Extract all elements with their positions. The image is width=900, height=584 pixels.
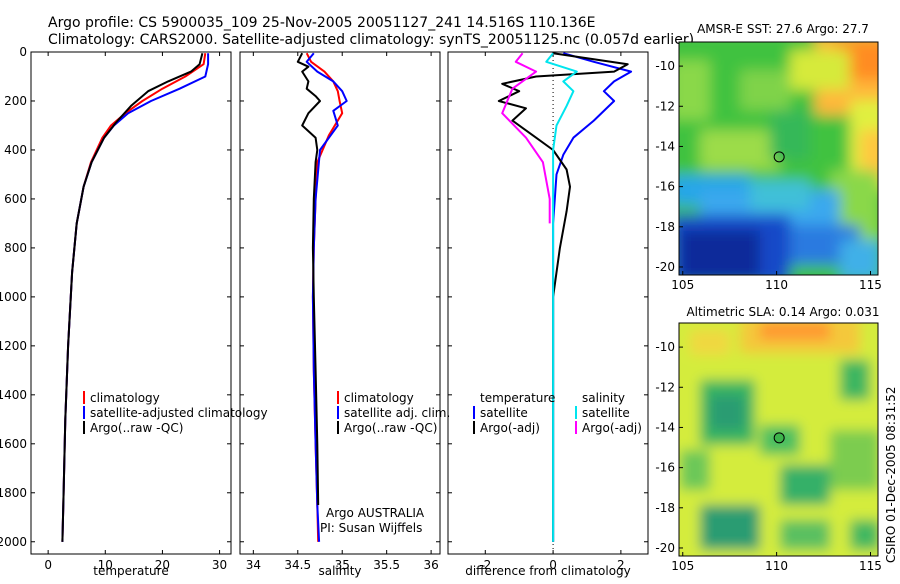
y-tick-label: 1400 — [0, 388, 27, 402]
x-tick-label: 0 — [549, 558, 557, 572]
x-tick-label: 35.5 — [373, 558, 400, 572]
y-tick-label: -12 — [655, 380, 675, 394]
legend-label-sal-satellite: satellite — [582, 406, 630, 420]
y-tick-label: 400 — [4, 143, 27, 157]
y-tick-label: -12 — [655, 99, 675, 113]
side-timestamp: CSIRO 01-Dec-2005 08:31:52 — [884, 386, 898, 563]
series-line — [497, 52, 629, 542]
legend-label-argo: Argo(..raw -QC) — [344, 421, 437, 435]
y-tick-label: -20 — [655, 541, 675, 555]
x-tick-label: 20 — [155, 558, 170, 572]
title-line-1: Argo profile: CS 5900035_109 25-Nov-2005… — [48, 15, 595, 31]
legend-label-sal-argo: Argo(-adj) — [582, 421, 642, 435]
sla-map — [679, 323, 878, 556]
x-tick-label: 34 — [246, 558, 261, 572]
x-tick-label: 105 — [671, 278, 694, 292]
annotation-pi: PI: Susan Wijffels — [320, 521, 422, 535]
legend-label-argo: Argo(..raw -QC) — [90, 421, 183, 435]
plot-frame — [30, 51, 232, 555]
legend-label-satellite-adj: satellite adj. clim. — [344, 406, 450, 420]
x-tick-label: 30 — [212, 558, 227, 572]
argo-location-marker — [773, 432, 785, 444]
y-tick-label: 1800 — [0, 486, 27, 500]
series-line — [545, 52, 578, 542]
series-line — [305, 52, 348, 542]
y-tick-label: -14 — [655, 139, 675, 153]
legend-label-climatology: climatology — [344, 391, 414, 405]
y-tick-label: 1200 — [0, 339, 27, 353]
x-tick-label: 110 — [765, 559, 788, 573]
y-tick-label: -16 — [655, 461, 675, 475]
series-line — [552, 52, 633, 542]
salinity-plot: 34 34.5 35 35.5 36 salinity — [239, 51, 441, 578]
argo-location-marker — [773, 151, 785, 163]
y-tick-label: 0 — [19, 45, 27, 59]
difference-legend: temperature salinity satellite Argo(-adj… — [473, 391, 642, 435]
x-tick-label: 10 — [98, 558, 113, 572]
sst-map — [679, 42, 878, 275]
y-tick-label: 600 — [4, 192, 27, 206]
x-axis-label: salinity — [318, 564, 361, 578]
legend-header-temperature: temperature — [480, 391, 555, 405]
legend-label-climatology: climatology — [90, 391, 160, 405]
sla-map-axes: 105 110 115 -10 -12 -14 -16 -18 -20 — [655, 340, 882, 573]
legend-label-temp-satellite: satellite — [480, 406, 528, 420]
x-tick-label: 2 — [617, 558, 625, 572]
y-tick-label: -18 — [655, 501, 675, 515]
legend-label-temp-argo: Argo(-adj) — [480, 421, 540, 435]
series-line — [61, 53, 207, 542]
y-tick-label: 1000 — [0, 290, 27, 304]
plot-frame — [447, 51, 649, 555]
x-axis-label: temperature — [93, 564, 168, 578]
x-tick-label: 0 — [44, 558, 52, 572]
x-tick-label: 115 — [859, 278, 882, 292]
plot-frame — [239, 51, 441, 555]
y-tick-label: -10 — [655, 59, 675, 73]
title-line-2: Climatology: CARS2000. Satellite-adjuste… — [48, 32, 694, 48]
x-tick-label: 110 — [765, 278, 788, 292]
y-tick-label: -20 — [655, 260, 675, 274]
legend-header-salinity: salinity — [582, 391, 625, 405]
temperature-legend: climatology satellite-adjusted climatolo… — [83, 391, 268, 435]
y-tick-label: 200 — [4, 94, 27, 108]
x-tick-label: 115 — [859, 559, 882, 573]
series-line — [61, 52, 204, 542]
x-tick-label: 34.5 — [284, 558, 311, 572]
series-line — [296, 52, 321, 506]
sst-map-axes: 105 110 115 -10 -12 -14 -16 -18 -20 — [655, 59, 882, 292]
salinity-legend: climatology satellite adj. clim. Argo(..… — [320, 391, 450, 535]
x-tick-label: -2 — [479, 558, 491, 572]
sla-map-title: Altimetric SLA: 0.14 Argo: 0.031 — [686, 305, 879, 319]
sst-map-title: AMSR-E SST: 27.6 Argo: 27.7 — [697, 22, 869, 36]
y-tick-label: -16 — [655, 180, 675, 194]
y-tick-label: -14 — [655, 420, 675, 434]
legend-label-satellite-adjusted: satellite-adjusted climatology — [90, 406, 268, 420]
sst-map-frame — [678, 41, 879, 276]
x-tick-label: 36 — [423, 558, 438, 572]
sla-map-frame — [678, 322, 879, 557]
annotation-argo-australia: Argo AUSTRALIA — [326, 506, 425, 520]
series-line — [61, 53, 210, 542]
y-tick-label: 800 — [4, 241, 27, 255]
y-tick-label: 1600 — [0, 437, 27, 451]
y-tick-label: -18 — [655, 220, 675, 234]
y-tick-label: 2000 — [0, 535, 27, 549]
x-axis-label: difference from climatology — [465, 564, 631, 578]
temperature-plot: 0 10 20 30 0 200 400 600 800 1000 1200 1400 1600 1800… — [0, 45, 232, 578]
x-tick-label: 35 — [335, 558, 350, 572]
series-line — [501, 52, 551, 224]
x-tick-label: 105 — [671, 559, 694, 573]
y-tick-label: -10 — [655, 340, 675, 354]
